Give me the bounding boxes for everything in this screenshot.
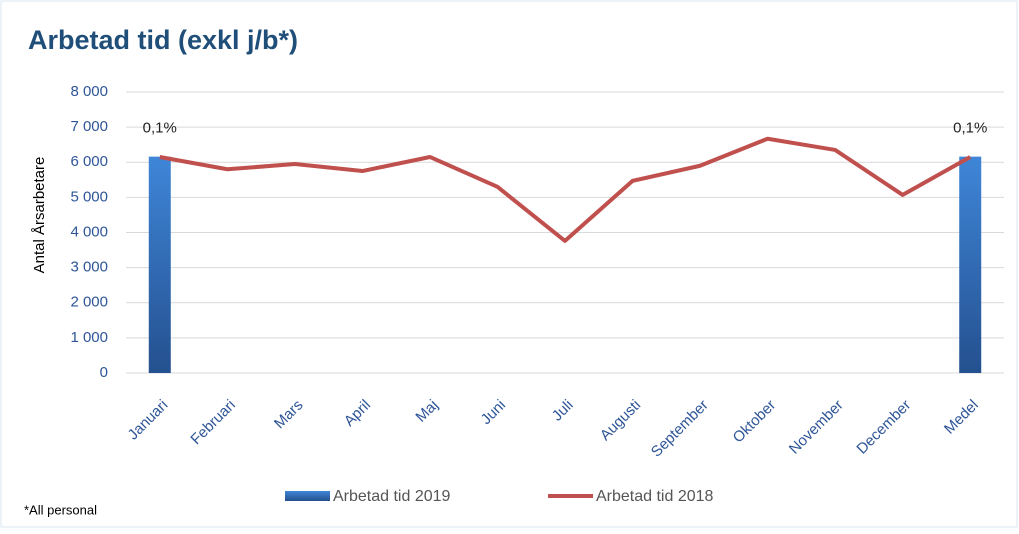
chart-title: Arbetad tid (exkl j/b*): [28, 25, 298, 55]
footnote: *All personal: [24, 502, 97, 517]
y-tick-label: 1 000: [70, 329, 108, 346]
line: [159, 136, 972, 243]
y-tick-label: 0: [100, 364, 108, 381]
y-tick-label: 4 000: [70, 223, 108, 240]
bar: [959, 156, 982, 373]
y-tick-label: 7 000: [70, 118, 108, 135]
legend-label: Arbetad tid 2018: [596, 488, 714, 505]
y-tick-label: 5 000: [70, 188, 108, 205]
y-tick-label: 2 000: [70, 294, 108, 311]
y-tick-label: 6 000: [70, 153, 108, 170]
legend-label: Arbetad tid 2019: [333, 488, 451, 505]
legend-swatch: [285, 491, 330, 501]
y-tick-label: 8 000: [70, 83, 108, 100]
y-tick-label: 3 000: [70, 259, 108, 276]
bar: [148, 156, 171, 373]
data-label: 0,1%: [953, 120, 987, 137]
y-axis-label: Antal Årsarbetare: [31, 157, 48, 274]
data-label: 0,1%: [143, 120, 177, 137]
